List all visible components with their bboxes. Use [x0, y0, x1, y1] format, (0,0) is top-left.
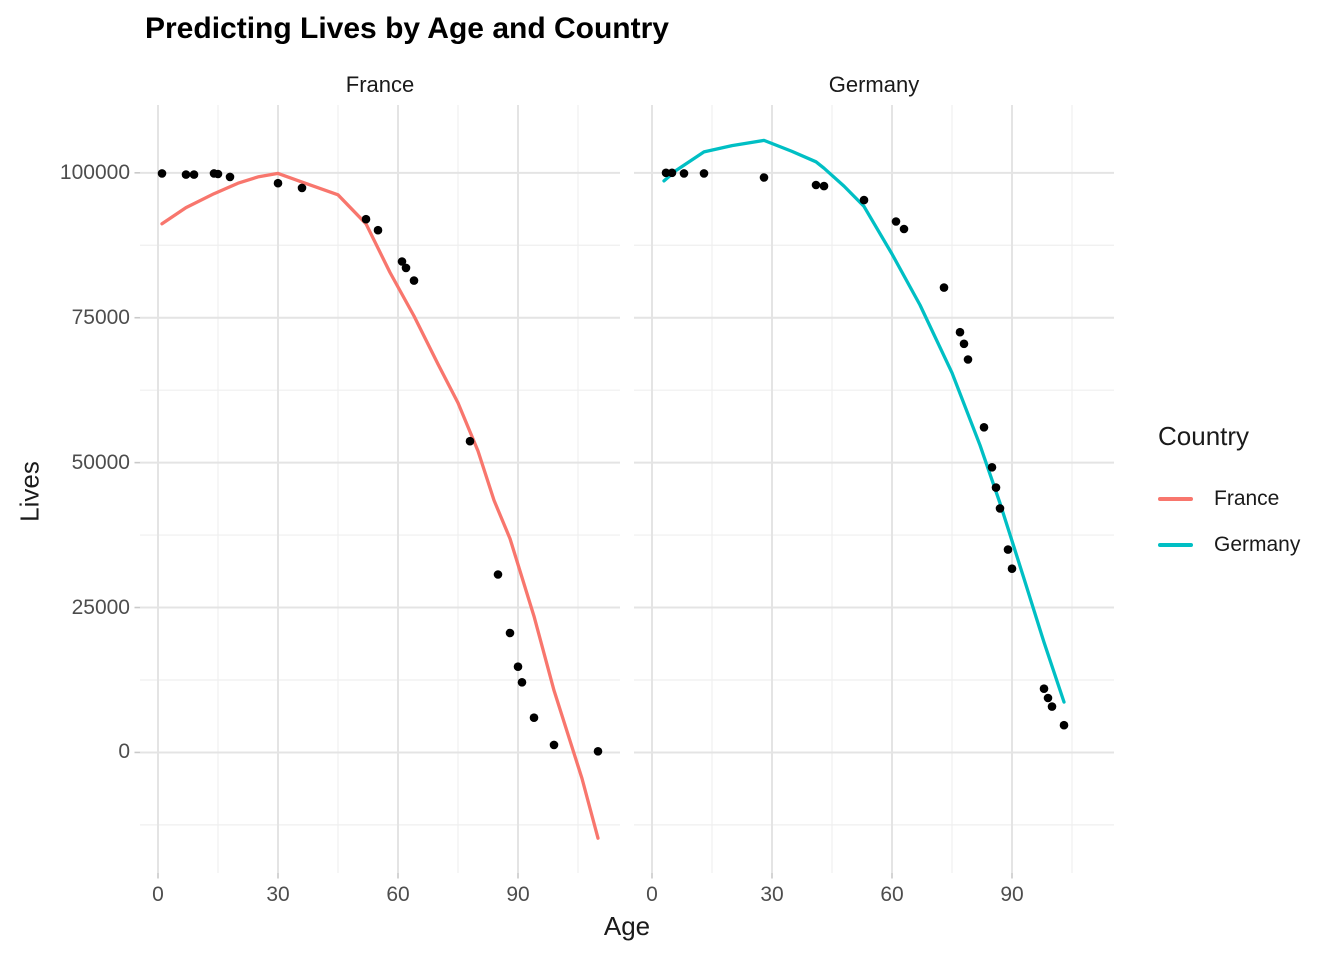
- facet-panel-germany: [634, 105, 1114, 879]
- data-point: [213, 169, 223, 179]
- smooth-line-germany: [662, 138, 1066, 704]
- facet-label-germany: Germany: [828, 72, 920, 97]
- data-point: [1059, 720, 1069, 730]
- data-point: [409, 276, 419, 285]
- data-point: [891, 217, 901, 226]
- x-tick-label: 0: [646, 883, 658, 906]
- data-point: [529, 713, 539, 722]
- legend-title: Country: [1158, 421, 1250, 451]
- x-tick-label: 30: [760, 883, 784, 906]
- legend-label-germany: Germany: [1214, 533, 1301, 556]
- facet-panel-france: [134, 105, 620, 879]
- data-point: [273, 178, 283, 188]
- data-point: [505, 628, 515, 638]
- data-point: [1039, 684, 1049, 693]
- data-point: [1047, 702, 1057, 711]
- data-point: [679, 169, 689, 178]
- data-point: [397, 257, 407, 266]
- legend-label-france: France: [1214, 487, 1280, 510]
- data-point: [963, 355, 973, 364]
- data-point: [979, 423, 989, 432]
- data-point: [959, 339, 969, 349]
- x-tick-label: 60: [880, 883, 904, 906]
- data-point: [373, 225, 383, 235]
- chart-title: Predicting Lives by Age and Country: [145, 12, 669, 45]
- data-point: [465, 436, 475, 446]
- data-point: [181, 170, 191, 179]
- data-point: [899, 224, 909, 234]
- data-point: [401, 263, 411, 273]
- data-point: [517, 678, 527, 687]
- data-point: [661, 168, 671, 178]
- x-tick-label: 90: [1000, 883, 1024, 906]
- data-point: [859, 195, 869, 205]
- data-point: [759, 173, 769, 182]
- data-point: [955, 327, 965, 337]
- data-point: [991, 483, 1001, 492]
- legend-item-germany: Germany: [1158, 522, 1300, 568]
- data-point: [189, 170, 199, 179]
- data-point: [939, 283, 949, 292]
- data-point: [593, 747, 603, 756]
- data-point: [987, 463, 997, 472]
- data-point: [1043, 693, 1053, 703]
- data-point: [361, 214, 371, 224]
- france-line-swatch: [1158, 497, 1193, 501]
- data-point: [995, 504, 1005, 513]
- germany-line-swatch: [1158, 543, 1193, 547]
- x-tick-label: 90: [506, 883, 530, 906]
- data-point: [819, 181, 829, 191]
- legend-item-france: France: [1158, 476, 1300, 522]
- x-axis-title: Age: [603, 911, 651, 941]
- data-point: [493, 570, 503, 579]
- data-point: [157, 169, 167, 178]
- data-point: [297, 183, 307, 193]
- x-tick-label: 0: [152, 883, 164, 906]
- y-axis-title: Lives: [14, 461, 45, 522]
- data-point: [513, 662, 523, 671]
- smooth-line-france: [160, 171, 600, 840]
- data-point: [811, 180, 821, 190]
- data-point: [699, 169, 709, 178]
- y-tick-label: 75000: [71, 305, 130, 329]
- data-point: [667, 168, 677, 178]
- y-tick-label: 50000: [71, 450, 130, 474]
- y-tick-label: 100000: [59, 160, 130, 184]
- data-point: [549, 740, 559, 750]
- data-point: [1003, 545, 1013, 554]
- y-tick-label: 25000: [71, 595, 130, 619]
- x-tick-label: 30: [266, 883, 290, 906]
- legend: Country France Germany: [1158, 421, 1300, 568]
- data-point: [225, 172, 235, 182]
- x-tick-label: 60: [386, 883, 410, 906]
- facet-label-france: France: [345, 72, 415, 97]
- y-tick-label: 0: [118, 740, 130, 764]
- data-point: [1007, 564, 1017, 573]
